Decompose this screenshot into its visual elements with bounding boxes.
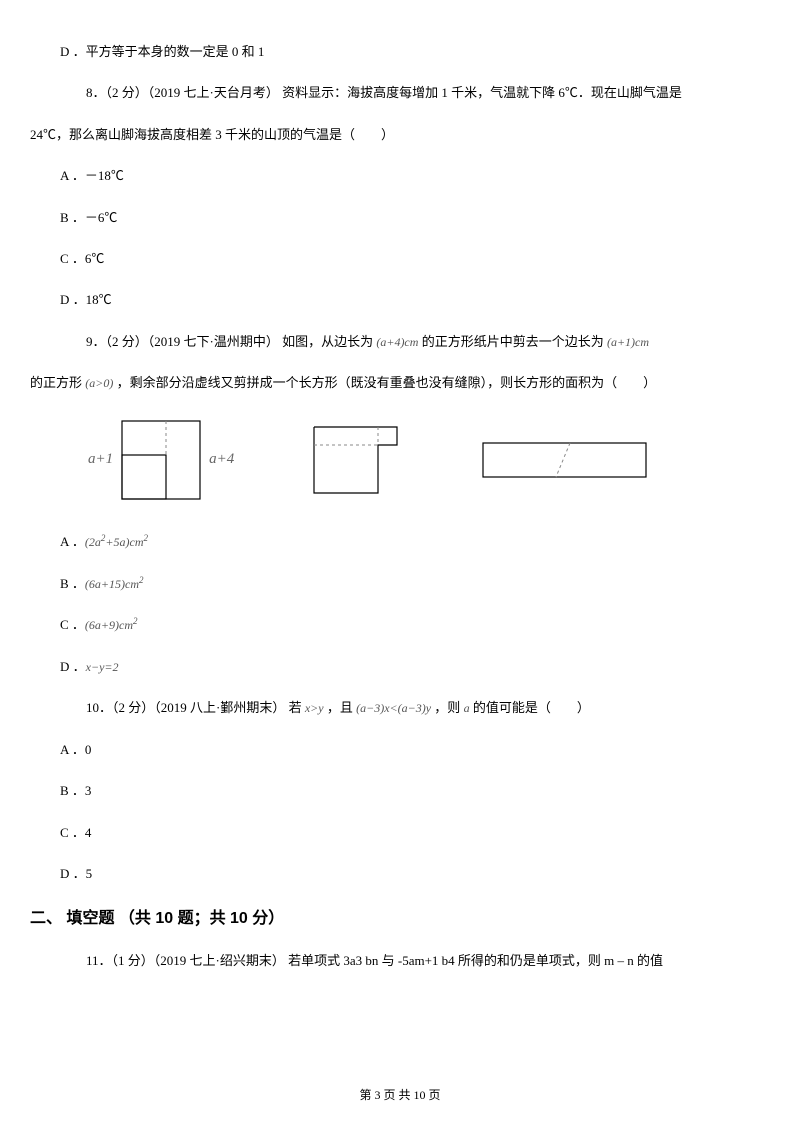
q9-option-a: A ．(2a2+5a)cm2 xyxy=(30,530,770,554)
q9-math1: (a+4)cm xyxy=(376,335,418,349)
q9-math3: (a>0) xyxy=(85,376,113,390)
q9-option-d-prefix: D ． xyxy=(60,659,86,674)
q9-label-left: a+1 xyxy=(88,446,113,473)
q9-option-b-prefix: B ． xyxy=(60,576,85,591)
q8-stem-line1: 8．（2 分）（2019 七上·天台月考） 资料显示：海拔高度每增加 1 千米，… xyxy=(30,81,770,104)
q8-option-b: B ．－6℃ xyxy=(30,206,770,229)
q9-diagram-square: a+1 a+4 xyxy=(80,420,242,500)
q8-option-d: D ．18℃ xyxy=(30,288,770,311)
rectangle-result-icon xyxy=(482,442,647,478)
q9-text-before-math1: 9．（2 分）（2019 七下·温州期中） 如图，从边长为 xyxy=(86,334,376,349)
page-footer: 第 3 页 共 10 页 xyxy=(0,1085,800,1107)
q9-label-right: a+4 xyxy=(209,446,234,473)
q10-text-after: 的值可能是（ ） xyxy=(470,700,590,715)
q10-text-mid2: ，则 xyxy=(431,700,464,715)
q9-text-after-math1: 的正方形纸片中剪去一个边长为 xyxy=(418,334,607,349)
q9-text-line2-after: ，剩余部分沿虚线又剪拼成一个长方形（既没有重叠也没有缝隙），则长方形的面积为（ … xyxy=(113,375,656,390)
q9-option-a-math: (2a2+5a)cm2 xyxy=(85,535,148,549)
q9-option-c: C ．(6a+9)cm2 xyxy=(30,613,770,637)
q10-math1: x>y xyxy=(305,701,324,715)
q9-option-d: D ．x−y=2 xyxy=(30,655,770,679)
q9-option-d-math: x−y=2 xyxy=(86,660,119,674)
q8-option-a: A ．－18℃ xyxy=(30,164,770,187)
l-shape-icon xyxy=(312,425,412,495)
q9-option-a-prefix: A ． xyxy=(60,534,85,549)
q9-text-line2-before: 的正方形 xyxy=(30,375,85,390)
q9-option-c-prefix: C ． xyxy=(60,617,85,632)
q10-math2: (a−3)x<(a−3)y xyxy=(356,701,431,715)
q10-option-c: C ．4 xyxy=(30,821,770,844)
q8-stem-line2: 24℃，那么离山脚海拔高度相差 3 千米的山顶的气温是（ ） xyxy=(30,123,770,146)
q9-stem-line1: 9．（2 分）（2019 七下·温州期中） 如图，从边长为 (a+4)cm 的正… xyxy=(30,330,770,354)
q7-option-d: D ．平方等于本身的数一定是 0 和 1 xyxy=(30,40,770,63)
q10-option-a: A ．0 xyxy=(30,738,770,761)
q10-text-before: 10．（2 分）（2019 八上·鄞州期末） 若 xyxy=(86,700,305,715)
q10-stem: 10．（2 分）（2019 八上·鄞州期末） 若 x>y ，且 (a−3)x<(… xyxy=(30,696,770,720)
q9-option-b: B ．(6a+15)cm2 xyxy=(30,572,770,596)
q10-option-d: D ．5 xyxy=(30,862,770,885)
q9-option-b-math: (6a+15)cm2 xyxy=(85,577,144,591)
section-2-heading: 二、 填空题 （共 10 题；共 10 分） xyxy=(30,905,770,934)
q10-text-mid1: ，且 xyxy=(324,700,357,715)
q9-diagram: a+1 a+4 xyxy=(30,420,770,500)
square-with-cutout-icon xyxy=(121,420,201,500)
q10-option-b: B ．3 xyxy=(30,779,770,802)
q9-option-c-math: (6a+9)cm2 xyxy=(85,618,138,632)
q9-math2: (a+1)cm xyxy=(607,335,649,349)
q8-option-c: C ．6℃ xyxy=(30,247,770,270)
q11-stem: 11．（1 分）（2019 七上·绍兴期末） 若单项式 3a3 bn 与 -5a… xyxy=(30,949,770,972)
q9-stem-line2: 的正方形 (a>0) ，剩余部分沿虚线又剪拼成一个长方形（既没有重叠也没有缝隙）… xyxy=(30,371,770,395)
